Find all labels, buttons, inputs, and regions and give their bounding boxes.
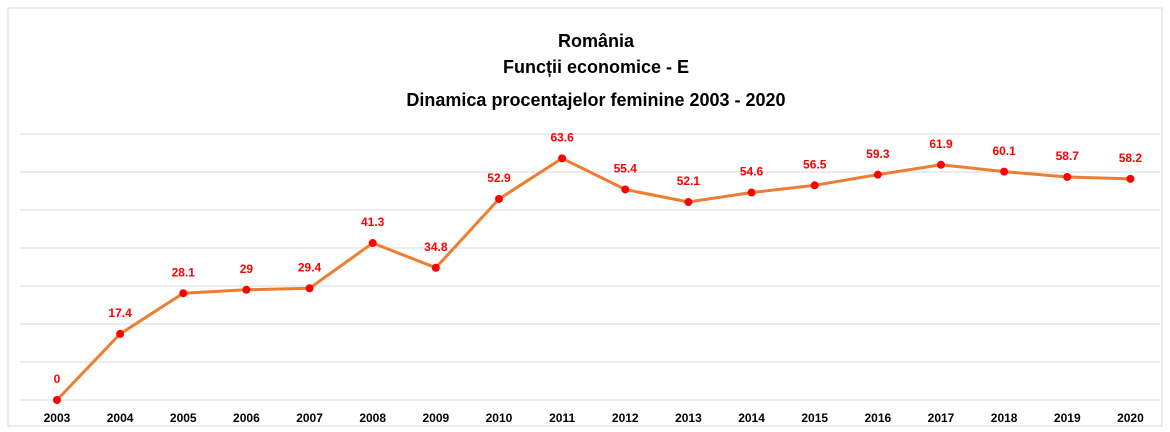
x-tick-label: 2018 bbox=[991, 411, 1018, 425]
marker bbox=[494, 194, 503, 203]
marker bbox=[431, 263, 440, 272]
x-tick-label: 2007 bbox=[296, 411, 323, 425]
data-label: 52.9 bbox=[487, 171, 511, 185]
marker bbox=[1000, 167, 1009, 176]
x-tick-label: 2006 bbox=[233, 411, 260, 425]
x-tick-label: 2013 bbox=[675, 411, 702, 425]
x-tick-label: 2016 bbox=[864, 411, 891, 425]
data-label: 29 bbox=[240, 262, 254, 276]
x-tick-label: 2020 bbox=[1117, 411, 1144, 425]
marker bbox=[242, 285, 251, 294]
x-tick-label: 2019 bbox=[1054, 411, 1081, 425]
data-label: 58.2 bbox=[1119, 151, 1143, 165]
x-tick-label: 2009 bbox=[422, 411, 449, 425]
marker bbox=[936, 160, 945, 169]
data-label: 28.1 bbox=[172, 265, 196, 279]
marker bbox=[621, 185, 630, 194]
x-tick-label: 2011 bbox=[549, 411, 575, 425]
chart-title: Funcții economice - E bbox=[503, 57, 689, 77]
data-label: 34.8 bbox=[424, 240, 448, 254]
x-tick-label: 2017 bbox=[928, 411, 955, 425]
data-label: 41.3 bbox=[361, 215, 385, 229]
marker bbox=[684, 198, 693, 207]
data-label: 52.1 bbox=[677, 174, 701, 188]
marker bbox=[1126, 174, 1135, 183]
chart-title: Dinamica procentajelor feminine 2003 - 2… bbox=[406, 90, 785, 110]
marker bbox=[558, 154, 567, 163]
data-label: 61.9 bbox=[929, 137, 953, 151]
data-label: 59.3 bbox=[866, 147, 890, 161]
x-tick-label: 2005 bbox=[170, 411, 197, 425]
data-label: 60.1 bbox=[992, 144, 1016, 158]
marker bbox=[873, 170, 882, 179]
line bbox=[55, 156, 1131, 402]
marker bbox=[116, 329, 125, 338]
marker bbox=[747, 188, 756, 197]
chart-title: România bbox=[558, 31, 635, 51]
x-tick-label: 2004 bbox=[107, 411, 134, 425]
marker bbox=[52, 396, 61, 404]
marker bbox=[305, 284, 314, 293]
data-label: 54.6 bbox=[740, 165, 764, 179]
data-label: 0 bbox=[54, 372, 61, 386]
marker bbox=[1063, 172, 1072, 181]
x-tick-label: 2014 bbox=[738, 411, 765, 425]
marker bbox=[810, 181, 819, 190]
x-tick-label: 2015 bbox=[801, 411, 828, 425]
data-label: 63.6 bbox=[550, 130, 574, 144]
x-tick-label: 2008 bbox=[359, 411, 386, 425]
x-tick-label: 2010 bbox=[486, 411, 513, 425]
data-label: 29.4 bbox=[298, 260, 322, 274]
data-label: 58.7 bbox=[1056, 149, 1080, 163]
x-tick-label: 2003 bbox=[44, 411, 71, 425]
chart-border bbox=[7, 7, 1163, 427]
x-tick-label: 2012 bbox=[612, 411, 639, 425]
data-label: 17.4 bbox=[108, 306, 132, 320]
data-label: 56.5 bbox=[803, 157, 827, 171]
data-label: 55.4 bbox=[614, 162, 638, 176]
marker bbox=[368, 239, 377, 248]
marker bbox=[179, 289, 188, 298]
